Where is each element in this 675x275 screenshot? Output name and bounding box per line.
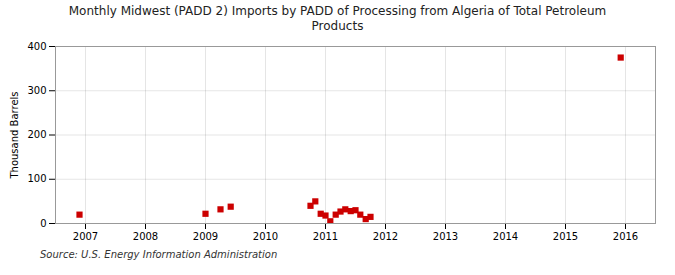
svg-text:100: 100 — [27, 173, 46, 184]
svg-text:2015: 2015 — [553, 231, 578, 242]
svg-text:2007: 2007 — [73, 231, 98, 242]
svg-text:2009: 2009 — [193, 231, 218, 242]
html-text:Source: U.S. Energy Informatio: Source: U.S. Energy Information Administ… — [40, 249, 278, 260]
svg-text:2016: 2016 — [613, 231, 638, 242]
svg-text:2014: 2014 — [493, 231, 518, 242]
svg-text:2010: 2010 — [253, 231, 278, 242]
html-text:Monthly Midwest (PADD 2) Impor: Monthly Midwest (PADD 2) Imports by PADD… — [68, 4, 607, 33]
svg-text:2008: 2008 — [133, 231, 158, 242]
svg-text:300: 300 — [27, 85, 46, 96]
svg-text:2011: 2011 — [313, 231, 338, 242]
svg-text:Thousand Barrels: Thousand Barrels — [9, 91, 20, 179]
svg-text:0: 0 — [40, 218, 46, 229]
svg-text:2013: 2013 — [433, 231, 458, 242]
svg-text:2012: 2012 — [373, 231, 398, 242]
svg-text:200: 200 — [27, 129, 46, 140]
svg-text:400: 400 — [27, 41, 46, 52]
